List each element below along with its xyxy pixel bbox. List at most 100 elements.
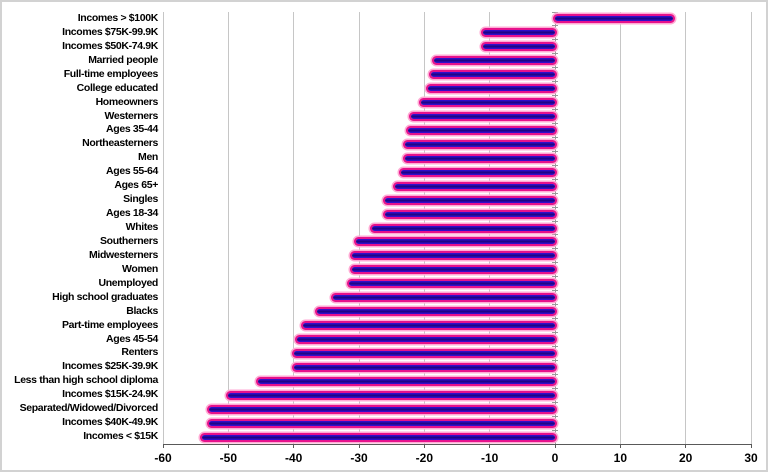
x-tick-label: -10 xyxy=(480,451,499,465)
x-axis-tick xyxy=(750,444,752,448)
category-axis-tick xyxy=(552,81,558,83)
bar xyxy=(316,309,555,315)
category-label: Full-time employees xyxy=(63,67,159,80)
category-axis-tick xyxy=(552,39,558,41)
bar xyxy=(349,281,555,287)
category-label: Incomes $75K-99.9K xyxy=(62,25,158,38)
category-axis-line xyxy=(554,12,556,444)
x-tick-label: -30 xyxy=(350,451,368,465)
bar xyxy=(430,72,555,78)
bar xyxy=(293,350,555,356)
category-label: Ages 55-64 xyxy=(106,165,158,178)
category-label: Northeasterners xyxy=(82,137,158,150)
x-axis-tick xyxy=(423,444,425,448)
category-axis-tick xyxy=(552,178,558,180)
bar xyxy=(202,434,555,440)
bar xyxy=(401,169,555,175)
gridline xyxy=(685,12,687,444)
bar xyxy=(257,378,555,384)
bar xyxy=(372,225,555,231)
category-label: Men xyxy=(138,151,158,164)
bar xyxy=(483,44,555,50)
x-tick-label: 0 xyxy=(551,451,559,465)
x-tick-label: -40 xyxy=(284,451,303,465)
category-axis-tick xyxy=(552,262,558,264)
category-axis-tick xyxy=(552,109,558,111)
gridline xyxy=(619,12,621,444)
bar xyxy=(352,267,555,273)
category-axis-tick xyxy=(552,206,558,208)
bar xyxy=(421,100,555,106)
category-axis-tick xyxy=(552,53,558,55)
category-label: Married people xyxy=(88,53,158,66)
category-label: Whites xyxy=(125,221,159,234)
bar xyxy=(228,392,555,398)
category-label: Incomes > $100K xyxy=(77,12,159,24)
category-label: Less than high school diploma xyxy=(14,374,158,387)
x-axis-line xyxy=(163,444,752,445)
x-axis-tick xyxy=(685,444,687,448)
category-axis-tick xyxy=(552,345,558,347)
category-axis-tick xyxy=(552,192,558,194)
bar xyxy=(411,114,555,120)
category-label: Incomes $50K-74.9K xyxy=(62,39,158,52)
category-axis-tick xyxy=(552,359,558,361)
bar xyxy=(434,58,555,64)
category-axis-tick xyxy=(552,373,558,375)
category-axis-tick xyxy=(552,429,558,431)
gridline xyxy=(227,12,229,444)
bar xyxy=(293,364,555,370)
category-axis-tick xyxy=(552,136,558,138)
category-axis-tick xyxy=(552,25,558,27)
category-axis-tick xyxy=(552,67,558,69)
category-label: Incomes $15K-24.9K xyxy=(62,388,158,401)
bar xyxy=(408,127,555,133)
category-label: Westerners xyxy=(104,109,158,122)
category-axis-tick xyxy=(552,415,558,417)
x-axis-tick xyxy=(358,444,360,448)
category-axis-tick xyxy=(552,387,558,389)
category-label: Women xyxy=(122,262,158,275)
category-label: Incomes < $15K xyxy=(83,430,158,443)
category-label: Renters xyxy=(121,346,158,359)
category-label: Incomes $25K-39.9K xyxy=(62,360,158,373)
category-axis-tick xyxy=(552,150,558,152)
x-tick-label: 30 xyxy=(744,451,758,465)
bar xyxy=(208,406,555,412)
bar xyxy=(296,336,555,342)
gridline xyxy=(162,12,164,444)
category-label: Ages 65+ xyxy=(114,179,158,192)
category-label: Unemployed xyxy=(98,276,158,289)
category-label: College educated xyxy=(76,81,159,94)
category-label: Incomes $40K-49.9K xyxy=(62,416,158,429)
bar xyxy=(355,239,555,245)
gridline xyxy=(293,12,295,444)
x-axis-tick xyxy=(227,444,229,448)
gridline xyxy=(358,12,360,444)
category-label: Ages 35-44 xyxy=(106,123,158,136)
category-label: Singles xyxy=(123,193,158,206)
category-label: Ages 45-54 xyxy=(106,332,158,345)
x-axis-tick xyxy=(619,444,621,448)
category-label: Midwesterners xyxy=(89,248,158,261)
category-axis-tick xyxy=(552,164,558,166)
x-axis-tick xyxy=(162,444,164,448)
bar xyxy=(352,253,555,259)
category-axis-tick xyxy=(552,95,558,97)
category-label: Homeowners xyxy=(95,95,159,108)
category-axis-tick xyxy=(552,318,558,320)
x-tick-label: 20 xyxy=(678,451,693,465)
x-tick-label: -20 xyxy=(415,451,433,465)
bar xyxy=(332,295,555,301)
category-label: Separated/Widowed/Divorced xyxy=(19,402,159,415)
category-axis-tick xyxy=(552,401,558,403)
bar xyxy=(303,323,555,329)
gridline xyxy=(750,12,752,444)
bar xyxy=(555,16,673,22)
category-axis-tick xyxy=(552,332,558,334)
category-label: Part-time employees xyxy=(61,318,158,331)
x-axis-tick xyxy=(489,444,491,448)
bar xyxy=(404,155,555,161)
category-label: Ages 18-34 xyxy=(106,207,158,220)
